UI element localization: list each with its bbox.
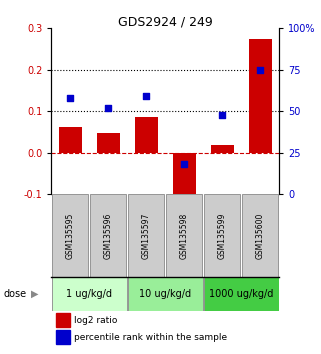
Text: dose: dose	[3, 289, 26, 299]
Point	[220, 112, 225, 118]
FancyBboxPatch shape	[166, 194, 202, 277]
FancyBboxPatch shape	[128, 194, 164, 277]
Text: GSM135599: GSM135599	[218, 212, 227, 259]
FancyBboxPatch shape	[52, 277, 126, 311]
FancyBboxPatch shape	[90, 194, 126, 277]
Text: 10 ug/kg/d: 10 ug/kg/d	[139, 289, 191, 299]
Text: log2 ratio: log2 ratio	[74, 315, 117, 325]
Point	[144, 93, 149, 99]
FancyBboxPatch shape	[128, 277, 203, 311]
Text: GSM135598: GSM135598	[180, 212, 189, 259]
FancyBboxPatch shape	[204, 277, 279, 311]
Text: GSM135600: GSM135600	[256, 212, 265, 259]
Bar	[249, 39, 272, 153]
Point	[258, 67, 263, 73]
Point	[182, 161, 187, 167]
Text: GSM135597: GSM135597	[142, 212, 151, 259]
Text: 1000 ug/kg/d: 1000 ug/kg/d	[209, 289, 273, 299]
FancyBboxPatch shape	[242, 194, 278, 277]
Bar	[59, 126, 82, 153]
FancyBboxPatch shape	[204, 194, 240, 277]
Bar	[135, 118, 158, 153]
Text: ▶: ▶	[30, 289, 38, 299]
Text: percentile rank within the sample: percentile rank within the sample	[74, 333, 227, 342]
Point	[68, 95, 73, 101]
FancyBboxPatch shape	[52, 194, 88, 277]
Point	[106, 105, 111, 111]
Title: GDS2924 / 249: GDS2924 / 249	[118, 15, 213, 28]
Bar	[56, 313, 70, 327]
Bar	[173, 153, 196, 200]
Text: GSM135596: GSM135596	[104, 212, 113, 259]
Bar	[56, 330, 70, 344]
Text: 1 ug/kg/d: 1 ug/kg/d	[66, 289, 112, 299]
Bar	[211, 145, 234, 153]
Bar	[97, 133, 120, 153]
Text: GSM135595: GSM135595	[66, 212, 75, 259]
